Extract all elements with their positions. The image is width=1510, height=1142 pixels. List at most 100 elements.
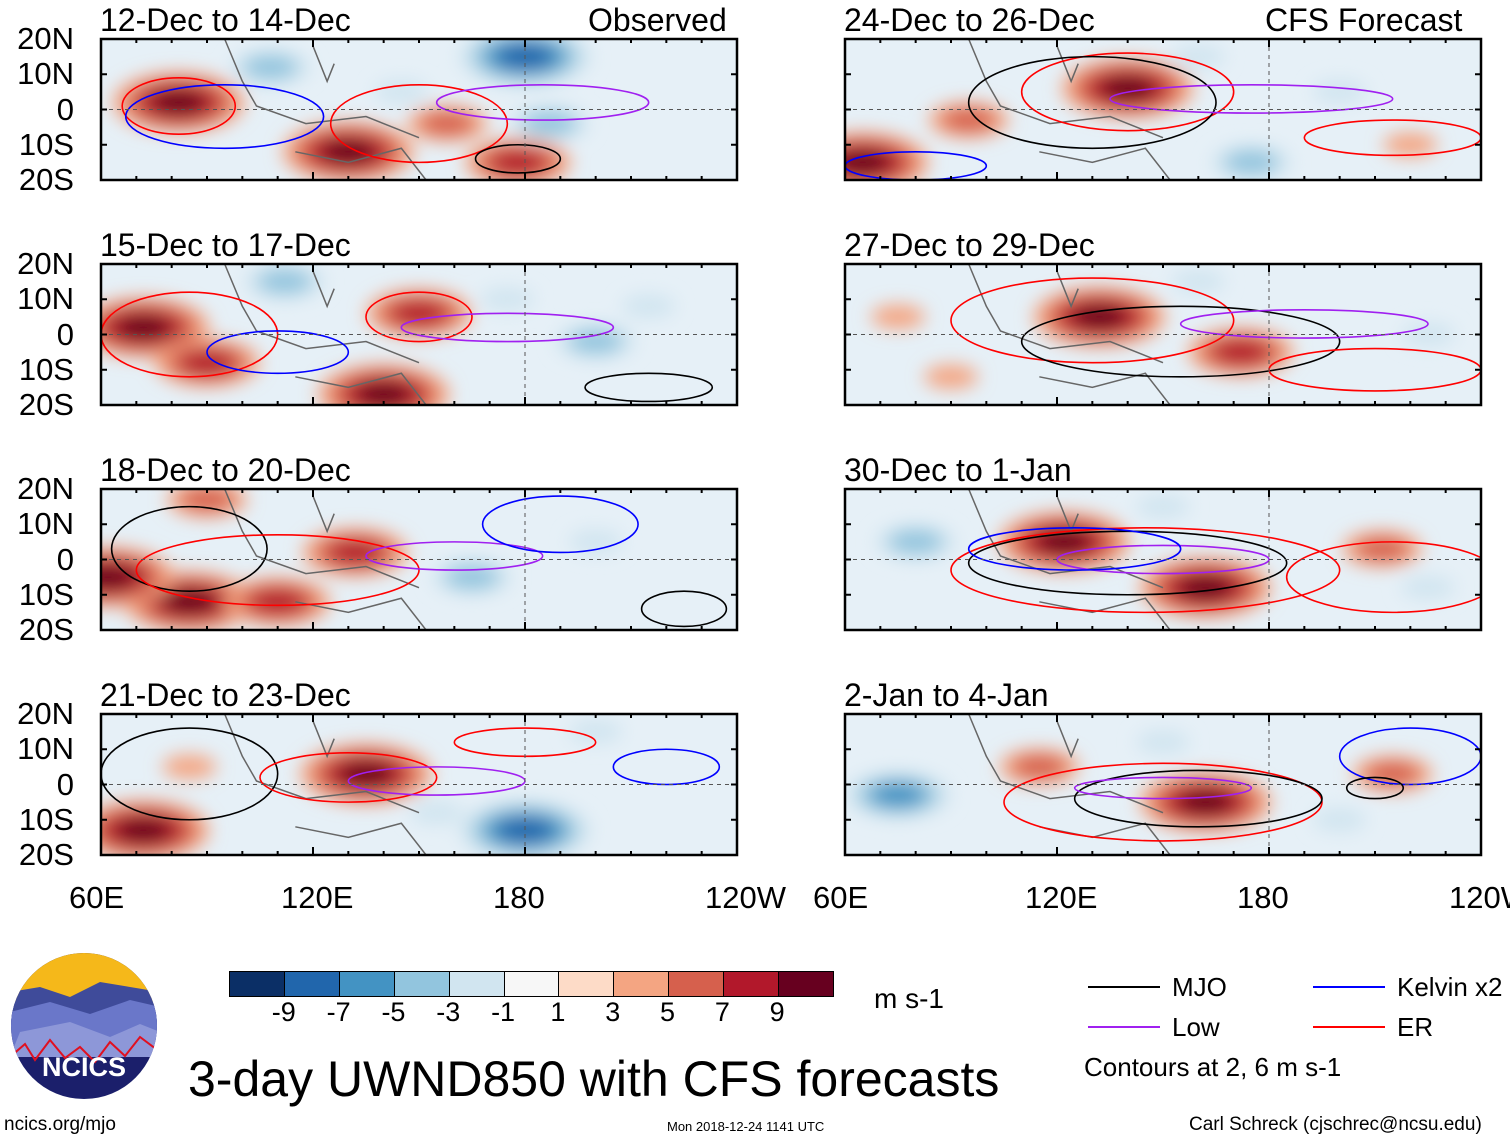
lat-tick-label: 10N <box>17 731 74 767</box>
panel-title: 24-Dec to 26-Dec <box>844 2 1095 38</box>
lat-tick-label: 10S <box>18 576 74 612</box>
observed-label: Observed <box>588 2 727 38</box>
lat-tick-label: 20S <box>18 837 74 872</box>
wind-anomaly-blob <box>568 719 623 744</box>
lat-tick-label: 10S <box>18 801 74 837</box>
low-contour <box>400 312 615 343</box>
wind-anomaly-blob <box>1136 494 1190 519</box>
map-panel <box>99 37 739 182</box>
wind-anomaly-blob <box>924 364 978 389</box>
wind-anomaly-blob <box>1312 807 1367 832</box>
colorbar-label: -3 <box>436 997 461 1027</box>
wind-anomaly-blob <box>480 287 535 312</box>
wind-anomaly-blob <box>356 382 411 405</box>
wind-anomaly-blob <box>1178 575 1233 600</box>
lat-tick-label: 10N <box>17 506 74 542</box>
footer-timestamp: Mon 2018-12-24 1141 UTC <box>667 1119 825 1134</box>
wind-anomaly-blob <box>374 79 429 104</box>
colorbar-label: -5 <box>381 997 406 1027</box>
er-contour <box>259 751 438 803</box>
wind-anomaly-blob <box>1401 322 1455 347</box>
wind-anomaly-blob <box>243 55 298 80</box>
wind-anomaly-blob <box>1213 340 1268 365</box>
mjo-contour <box>1345 776 1405 800</box>
wind-anomaly-blob <box>392 301 446 326</box>
low-contour <box>1109 84 1394 114</box>
wind-anomaly-blob <box>101 565 136 590</box>
er-contour <box>1020 52 1235 132</box>
mjo-contour <box>640 590 728 628</box>
colorbar-swatch <box>339 972 395 996</box>
kelvin-contour <box>481 495 639 554</box>
map-panel <box>843 487 1483 632</box>
colorbar-label: 9 <box>769 997 785 1027</box>
wind-anomaly-blob <box>151 90 206 115</box>
wind-anomaly-blob <box>888 529 943 554</box>
lat-tick-label: 10S <box>18 351 74 387</box>
wind-anomaly-blob <box>1171 44 1226 69</box>
panel-title: 2-Jan to 4-Jan <box>844 677 1049 713</box>
colorbar-swatch <box>449 972 505 996</box>
wind-anomaly-blob <box>116 315 171 340</box>
er-contour <box>1285 541 1481 614</box>
colorbar-label: 7 <box>714 997 730 1027</box>
wind-anomaly-blob <box>621 294 676 319</box>
wind-anomaly-blob <box>568 529 623 554</box>
wind-anomaly-blob <box>871 304 925 329</box>
wind-anomaly-blob <box>1355 536 1410 561</box>
lat-tick-label: 10N <box>17 281 74 317</box>
wind-anomaly-blob <box>445 565 499 590</box>
contour-note: Contours at 2, 6 m s-1 <box>1084 1052 1342 1082</box>
lat-tick-label: 20N <box>17 246 74 281</box>
colorbar-swatch <box>779 972 833 996</box>
wind-anomaly-blob <box>180 350 234 375</box>
er-contour <box>329 84 509 164</box>
lon-tick-label: 180 <box>493 880 545 915</box>
er-contour <box>135 534 420 607</box>
low-contour <box>1073 776 1253 800</box>
wind-anomaly-blob <box>162 589 217 614</box>
colorbar <box>229 971 834 997</box>
mjo-contour <box>1020 305 1341 378</box>
wind-anomaly-blob <box>1072 304 1127 329</box>
lat-tick-label: 10N <box>17 56 74 92</box>
panel-title: 21-Dec to 23-Dec <box>100 677 351 713</box>
units-label: m s-1 <box>874 983 944 1014</box>
colorbar-label: 3 <box>605 997 621 1027</box>
low-contour <box>1179 309 1429 339</box>
kelvin-contour <box>967 526 1182 571</box>
lat-tick-label: 20S <box>18 612 74 647</box>
colorbar-swatch <box>614 972 670 996</box>
map-panel <box>843 262 1483 407</box>
lat-tick-label: 10S <box>18 126 74 162</box>
low-contour <box>435 84 650 121</box>
wind-anomaly-blob <box>1312 79 1367 104</box>
figure-title: 3-day UWND850 with CFS forecasts <box>188 1051 1000 1107</box>
colorbar-label: 1 <box>550 997 566 1027</box>
wind-anomaly-blob <box>522 111 577 136</box>
lat-tick-label: 0 <box>56 541 74 577</box>
lat-tick-label: 0 <box>56 316 74 352</box>
coastline <box>223 489 427 630</box>
wind-anomaly-blob <box>941 108 996 133</box>
forecast-label: CFS Forecast <box>1265 2 1463 38</box>
coastline <box>967 264 1171 405</box>
mjo-contour <box>1073 769 1323 828</box>
panel-title: 12-Dec to 14-Dec <box>100 2 351 38</box>
er-contour <box>950 277 1235 364</box>
wind-anomaly-blob <box>250 589 305 614</box>
map-panels <box>99 37 1483 857</box>
mjo-contour <box>584 372 714 403</box>
mjo-contour <box>474 143 562 174</box>
wind-anomaly-blob <box>845 150 890 175</box>
wind-anomaly-blob <box>1365 761 1420 786</box>
logo-text: NCICS <box>42 1052 126 1082</box>
map-panel <box>99 487 739 632</box>
colorbar-swatch <box>230 972 285 996</box>
mjo-contour <box>101 727 279 821</box>
wind-anomaly-blob <box>409 800 464 825</box>
colorbar-swatch <box>504 972 560 996</box>
wind-anomaly-blob <box>321 139 376 164</box>
footer-url[interactable]: ncics.org/mjo <box>4 1114 116 1135</box>
wind-anomaly-blob <box>328 540 383 565</box>
